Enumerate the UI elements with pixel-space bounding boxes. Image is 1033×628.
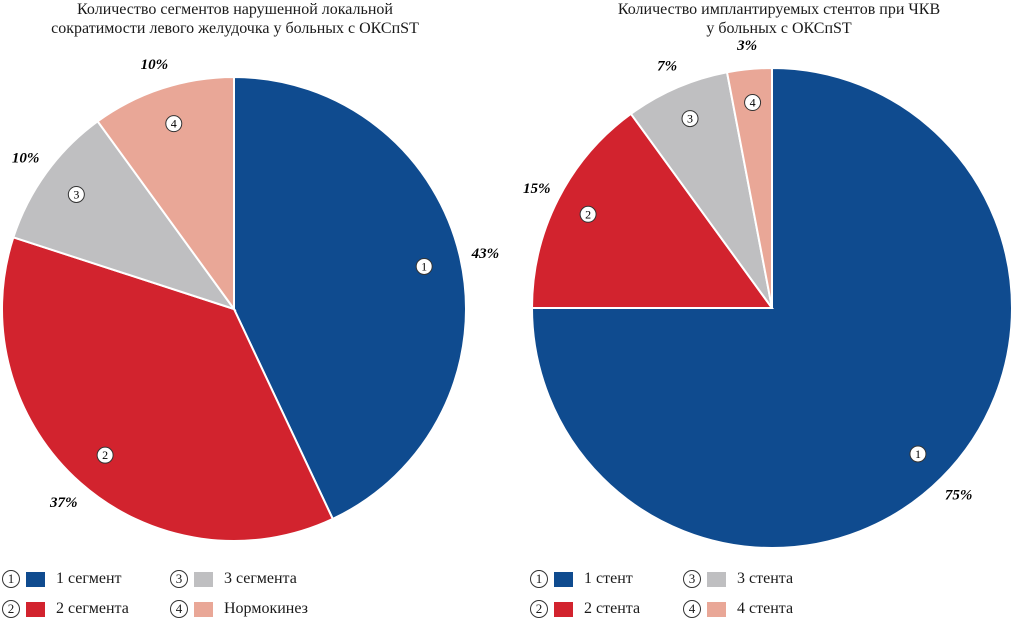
legend-item-1: 1 1 сегмент (2, 568, 122, 590)
svg-text:1: 1 (421, 259, 427, 273)
svg-text:2: 2 (585, 207, 591, 221)
legend-swatch (194, 601, 213, 617)
legend-label: Нормокинез (224, 600, 308, 617)
slice-percent-label: 10% (12, 151, 40, 167)
legend-item-4: 4 Нормокинез (170, 598, 308, 620)
pie-slice-1 (233, 75, 467, 521)
legend-item-2: 2 2 сегмента (2, 598, 129, 620)
legend-swatch (707, 601, 726, 617)
legend-label: 4 стента (737, 600, 794, 617)
slice-percent-label: 15% (523, 181, 551, 197)
pie-slice-2 (530, 112, 774, 309)
pie-slice-1 (530, 66, 1013, 549)
pie-chart-stents: 1 75% 2 15% 3 7% 4 3% (523, 38, 1013, 549)
chart-panel-segments: Количество сегментов нарушенной локально… (0, 0, 499, 628)
legend-label: 2 сегмента (56, 600, 129, 617)
slice-number-marker: 3 (67, 185, 85, 203)
pie-slice-3 (12, 119, 237, 311)
slice-percent-label: 10% (141, 57, 169, 73)
svg-text:3: 3 (73, 187, 79, 201)
slice-number-marker: 1 (909, 445, 927, 463)
svg-text:1: 1 (915, 447, 921, 461)
legend-swatch (194, 571, 213, 587)
chart-title-line-2: сократимости левого желудочка у больных … (51, 20, 419, 37)
legend-number-marker: 1 (530, 570, 548, 588)
slice-number-marker: 2 (579, 205, 597, 223)
legend-number-marker: 3 (170, 570, 188, 588)
svg-text:3: 3 (687, 112, 693, 126)
slice-percent-label: 7% (657, 59, 677, 75)
slice-number-marker: 4 (165, 115, 183, 133)
legend-item-3: 3 3 сегмента (170, 568, 297, 590)
legend-label: 1 сегмент (56, 570, 122, 587)
legend-item-4: 4 4 стента (683, 598, 793, 620)
legend-label: 1 стент (584, 570, 633, 587)
chart-panel-stents: Количество имплантируемых стентов при ЧК… (523, 0, 1033, 628)
legend-label: 3 стента (737, 570, 794, 587)
legend-number-marker: 3 (683, 570, 701, 588)
slice-percent-label: 3% (736, 38, 757, 54)
legend-label: 3 сегмента (224, 570, 297, 587)
legend-swatch (26, 571, 45, 587)
pie-slice-4 (96, 75, 235, 313)
pie-slice-2 (1, 236, 335, 542)
legend-item-3: 3 3 стента (683, 568, 793, 590)
legend-swatch (26, 601, 45, 617)
chart-title-line-2: у больных с ОКСпST (706, 20, 852, 37)
slice-number-marker: 1 (415, 257, 433, 275)
legend-swatch (707, 571, 726, 587)
legend-number-marker: 2 (530, 600, 548, 618)
legend-number-marker: 4 (170, 600, 188, 618)
legend-number-marker: 2 (2, 600, 20, 618)
svg-text:4: 4 (750, 96, 756, 110)
pie-slice-4 (725, 66, 773, 309)
legend-label: 2 стента (584, 600, 641, 617)
slice-percent-label: 37% (49, 495, 78, 511)
legend-item-1: 1 1 стент (530, 568, 633, 590)
legend: 1 1 сегмент 2 2 сегмента 3 3 сегмента 4 … (0, 566, 470, 626)
legend-number-marker: 1 (2, 570, 20, 588)
legend-number-marker: 4 (683, 600, 701, 618)
pie-slice-3 (629, 71, 773, 309)
legend: 1 1 стент 2 2 стента 3 3 стента 4 4 стен… (525, 566, 1033, 626)
svg-text:2: 2 (102, 448, 108, 462)
chart-title: Количество имплантируемых стентов при ЧК… (525, 0, 1033, 38)
legend-swatch (554, 571, 573, 587)
chart-title-line-1: Количество сегментов нарушенной локально… (77, 1, 393, 18)
slice-number-marker: 2 (96, 446, 114, 464)
chart-title-line-1: Количество имплантируемых стентов при ЧК… (617, 1, 941, 18)
slice-number-marker: 3 (681, 110, 699, 128)
chart-title: Количество сегментов нарушенной локально… (0, 0, 470, 38)
slice-number-marker: 4 (744, 94, 762, 112)
slice-percent-label: 43% (471, 246, 500, 262)
legend-item-2: 2 2 стента (530, 598, 640, 620)
legend-swatch (554, 601, 573, 617)
slice-percent-label: 75% (945, 488, 973, 504)
pie-chart-segments: 1 43% 2 37% 3 10% 4 10% (1, 57, 499, 542)
svg-text:4: 4 (171, 117, 177, 131)
